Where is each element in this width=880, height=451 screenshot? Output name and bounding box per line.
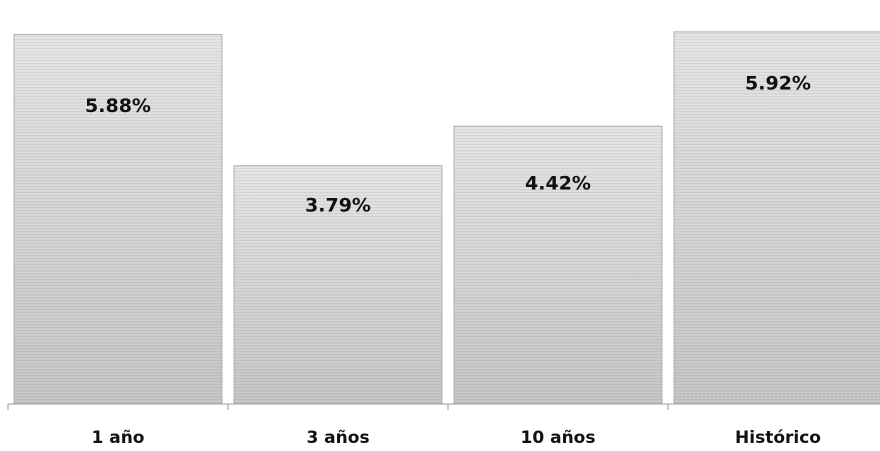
data-labels-group: 5.88% 3.79% 4.42% 5.92% [85, 72, 811, 216]
bar-texture-3 [454, 126, 662, 405]
bar-texture-1 [14, 34, 222, 405]
category-label-4: Histórico [735, 428, 821, 448]
data-label-2: 3.79% [305, 194, 371, 216]
category-labels-group: 1 año 3 años 10 años Histórico [91, 428, 820, 448]
x-axis-ticks [7, 404, 669, 410]
bar-texture-2 [234, 165, 442, 404]
category-label-1: 1 año [91, 428, 144, 448]
category-label-2: 3 años [306, 428, 369, 448]
bar-texture-4 [674, 31, 880, 405]
bars-group [13, 31, 880, 405]
category-label-3: 10 años [521, 428, 596, 448]
data-label-1: 5.88% [85, 95, 151, 117]
data-label-4: 5.92% [745, 72, 811, 94]
data-label-3: 4.42% [525, 173, 591, 195]
